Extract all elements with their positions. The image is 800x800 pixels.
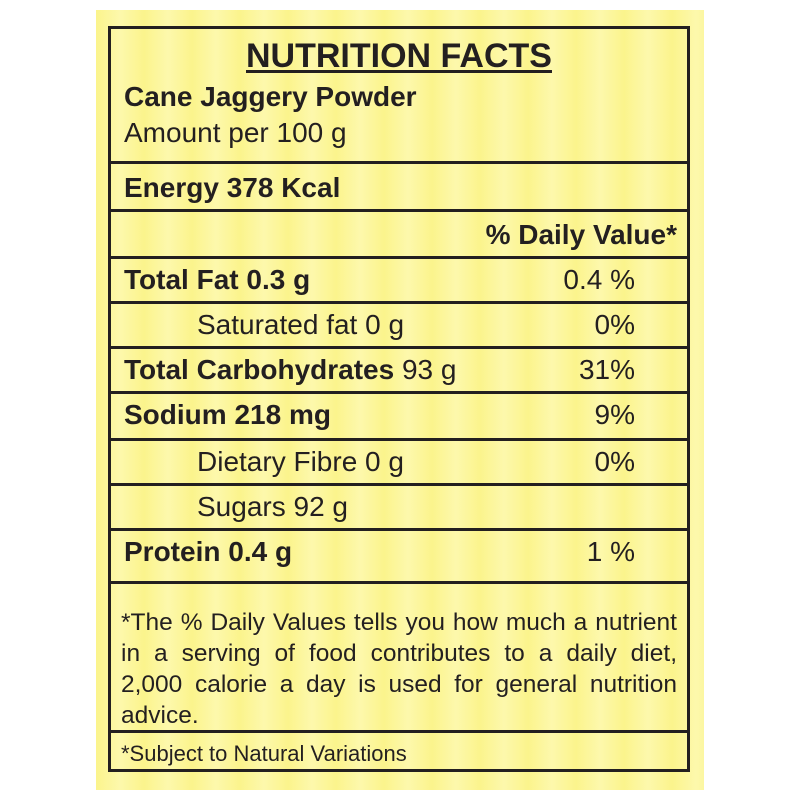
nutrient-sodium: Sodium 218 mg <box>124 399 331 430</box>
dv-protein: 1 % <box>586 536 635 567</box>
nutrient-sugars: Sugars 92 g <box>197 491 348 522</box>
nutrient-protein: Protein 0.4 g <box>124 536 293 567</box>
divider <box>111 730 687 733</box>
nutrient-total-carbohydrates: Total Carbohydrates 93 g <box>124 354 457 385</box>
divider <box>111 161 687 164</box>
nutrient-saturated-fat: Saturated fat 0 g <box>197 309 405 340</box>
divider <box>111 346 687 349</box>
product-name: Cane Jaggery Powder <box>124 81 417 112</box>
divider <box>111 438 687 441</box>
divider <box>111 301 687 304</box>
dv-total-carbohydrates: 31% <box>578 354 635 385</box>
divider <box>111 483 687 486</box>
dv-dietary-fibre: 0% <box>594 446 635 477</box>
dv-sodium: 9% <box>594 399 635 430</box>
nutrient-total-fat: Total Fat 0.3 g <box>124 264 311 295</box>
energy-label: Energy 378 Kcal <box>124 172 341 203</box>
label-title: NUTRITION FACTS <box>246 37 552 75</box>
nutrition-label: NUTRITION FACTS Cane Jaggery Powder Amou… <box>96 10 704 790</box>
dv-total-fat: 0.4 % <box>563 264 635 295</box>
divider <box>111 209 687 212</box>
dv-saturated-fat: 0% <box>594 309 635 340</box>
divider <box>111 256 687 259</box>
divider <box>111 581 687 584</box>
nutrient-dietary-fibre: Dietary Fibre 0 g <box>197 446 404 477</box>
divider <box>111 528 687 531</box>
nutrition-frame: NUTRITION FACTS Cane Jaggery Powder Amou… <box>108 26 690 772</box>
daily-value-footnote: *The % Daily Values tells you how much a… <box>121 609 677 729</box>
daily-value-header: % Daily Value* <box>485 219 677 250</box>
divider <box>111 391 687 394</box>
natural-variation-note: *Subject to Natural Variations <box>121 741 407 766</box>
serving-amount: Amount per 100 g <box>124 117 347 148</box>
